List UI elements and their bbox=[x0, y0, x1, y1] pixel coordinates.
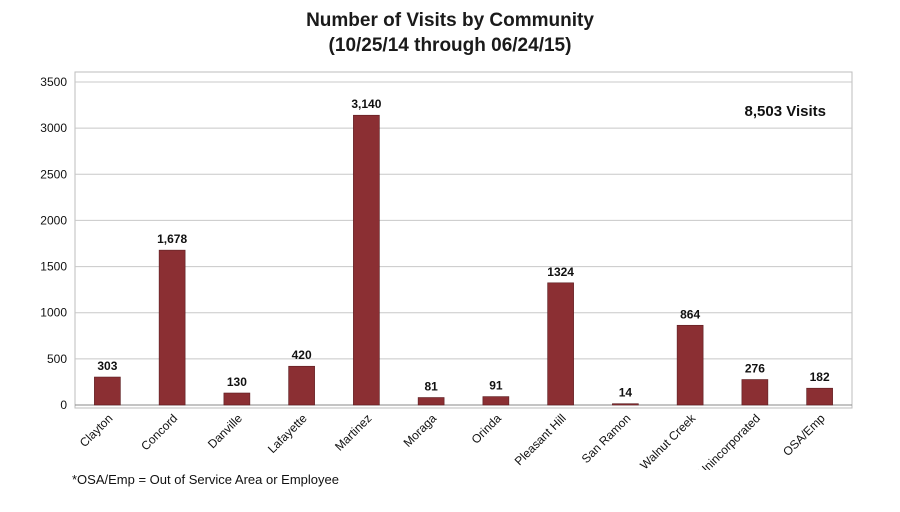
bar bbox=[547, 282, 574, 406]
y-tick-label: 2000 bbox=[40, 213, 67, 227]
chart-title: Number of Visits by Community bbox=[306, 10, 594, 31]
bar bbox=[806, 387, 833, 406]
bar-chart: 0 500 1000 1500 2000 2500 3000 3500 303 1,678 130… bbox=[40, 71, 853, 470]
data-label: 81 bbox=[424, 380, 438, 394]
footnote: *OSA/Emp = Out of Service Area or Employ… bbox=[72, 472, 339, 487]
plot-area-frame bbox=[74, 71, 853, 409]
y-tick-label: 1500 bbox=[40, 260, 67, 274]
total-visits-annotation: 8,503 Visits bbox=[745, 103, 826, 120]
x-tick-label: Orinda bbox=[469, 411, 505, 447]
bar bbox=[94, 376, 121, 406]
x-tick-label: Clayton bbox=[77, 411, 116, 450]
data-label: 91 bbox=[489, 379, 503, 393]
x-tick-label: Concord bbox=[138, 411, 180, 453]
chart-subtitle: (10/25/14 through 06/24/15) bbox=[328, 35, 572, 56]
x-tick-label: Unincorporated bbox=[695, 411, 763, 470]
bar bbox=[417, 397, 445, 406]
data-label: 420 bbox=[292, 348, 312, 362]
bar bbox=[612, 403, 639, 406]
bar bbox=[288, 365, 315, 406]
x-tick-label: Danville bbox=[205, 411, 245, 451]
x-tick-label: Martinez bbox=[332, 411, 374, 453]
bar bbox=[353, 114, 380, 406]
y-tick-label: 3500 bbox=[40, 75, 67, 89]
x-tick-label: Lafayette bbox=[265, 411, 310, 456]
bar bbox=[676, 324, 704, 406]
chart-title-block: Number of Visits by Community (10/25/14 … bbox=[0, 8, 900, 58]
x-tick-label: Moraga bbox=[401, 411, 440, 450]
x-tick-label: OSA/Emp bbox=[780, 411, 828, 459]
bar bbox=[741, 379, 769, 406]
data-label: 864 bbox=[680, 307, 700, 321]
y-tick-label: 500 bbox=[47, 352, 67, 366]
bar bbox=[223, 392, 251, 406]
y-tick-label: 2500 bbox=[40, 167, 67, 181]
data-label: 1,678 bbox=[157, 232, 187, 246]
data-label: 276 bbox=[745, 362, 765, 376]
data-label: 303 bbox=[97, 359, 117, 373]
y-tick-label: 1000 bbox=[40, 306, 67, 320]
x-tick-label: San Ramon bbox=[579, 411, 634, 466]
y-tick-label: 0 bbox=[60, 398, 67, 412]
data-label: 14 bbox=[619, 386, 633, 400]
data-label: 1324 bbox=[547, 265, 574, 279]
data-label: 182 bbox=[810, 370, 830, 384]
x-tick-label: Pleasant Hill bbox=[512, 411, 569, 468]
bar bbox=[158, 249, 186, 406]
x-tick-label: Walnut Creek bbox=[637, 411, 699, 470]
data-label: 3,140 bbox=[351, 97, 381, 111]
bar bbox=[482, 396, 510, 406]
y-tick-label: 3000 bbox=[40, 121, 67, 135]
data-label: 130 bbox=[227, 375, 247, 389]
